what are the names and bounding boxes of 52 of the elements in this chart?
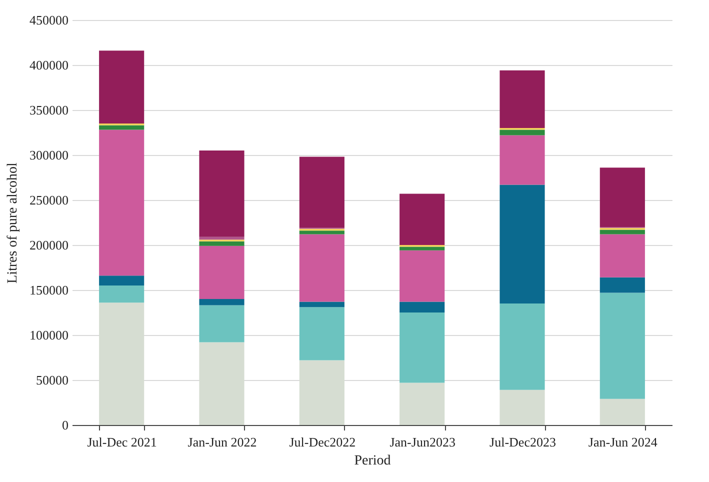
bar xyxy=(600,292,645,399)
y-tick-label: 50000 xyxy=(36,372,68,388)
y-tick-label: 350000 xyxy=(30,102,68,118)
bar xyxy=(199,305,244,342)
y-tick-label: 450000 xyxy=(30,12,68,28)
x-tick-label: Jan-Jun2023 xyxy=(390,434,456,450)
y-tick-label: 300000 xyxy=(30,148,68,162)
bar xyxy=(500,304,545,390)
bar xyxy=(199,299,244,306)
y-axis-title: Litres of pure alcohol xyxy=(6,162,20,284)
bar xyxy=(400,250,445,302)
bar xyxy=(299,234,344,302)
bar xyxy=(99,130,144,276)
bar xyxy=(400,382,445,425)
bar xyxy=(500,130,545,136)
bar xyxy=(199,236,244,240)
bar xyxy=(600,168,645,227)
bar xyxy=(600,398,645,425)
bar xyxy=(400,302,445,312)
bar xyxy=(500,70,545,128)
y-tick-label: 250000 xyxy=(30,192,68,208)
x-tick-label: Jan-Jun 2024 xyxy=(588,434,658,450)
bar xyxy=(299,302,344,308)
x-tick-label: Jul-Dec2023 xyxy=(490,434,556,450)
bar xyxy=(600,277,645,293)
x-tick-label: Jan-Jun 2022 xyxy=(188,434,257,450)
x-axis-title: Period xyxy=(354,454,391,468)
bar xyxy=(600,234,645,278)
bar xyxy=(199,241,244,246)
y-tick-label: 100000 xyxy=(30,328,68,342)
x-tick-label: Jul-Dec 2021 xyxy=(87,434,157,450)
bar xyxy=(600,230,645,234)
bar xyxy=(400,312,445,383)
x-tick-label: Jul-Dec2022 xyxy=(289,434,356,450)
bar xyxy=(199,150,244,237)
bar xyxy=(99,276,144,286)
y-tick-label: 150000 xyxy=(30,282,68,298)
y-tick-label: 0 xyxy=(62,418,68,432)
bar xyxy=(500,390,545,425)
bar xyxy=(500,135,545,185)
bar xyxy=(500,184,545,304)
bar xyxy=(99,125,144,130)
bar xyxy=(199,246,244,299)
bar xyxy=(299,307,344,360)
bar xyxy=(299,156,344,228)
bar xyxy=(99,286,144,303)
bar xyxy=(299,230,344,234)
bar xyxy=(400,194,445,245)
bar xyxy=(400,246,445,250)
y-tick-label: 400000 xyxy=(30,58,68,72)
y-tick-label: 200000 xyxy=(30,238,68,252)
bar xyxy=(99,50,144,124)
